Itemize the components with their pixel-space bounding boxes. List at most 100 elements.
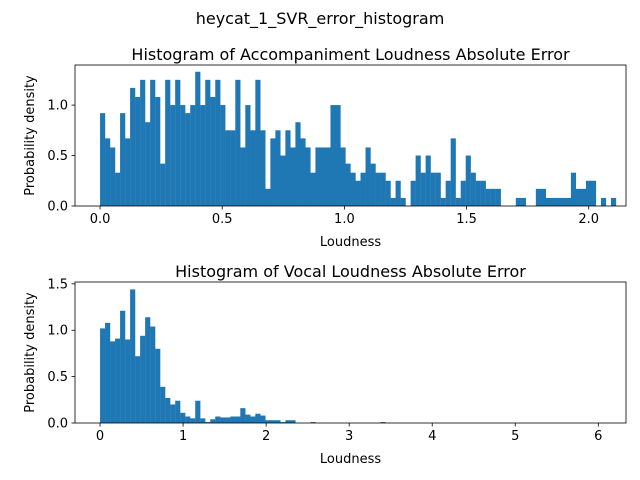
accompaniment-histogram-bar — [195, 71, 201, 206]
accompaniment-histogram-bar — [310, 172, 316, 206]
accompaniment-y-tick-label: 1.0 — [47, 99, 68, 114]
accompaniment-histogram-bar — [270, 138, 276, 206]
accompaniment-histogram-bar — [320, 147, 326, 206]
accompaniment-histogram-bar — [325, 147, 331, 206]
vocal-histogram-bar — [160, 386, 166, 423]
accompaniment-histogram-bar — [575, 188, 582, 206]
vocal-bars — [100, 289, 386, 423]
accompaniment-histogram-bar — [535, 188, 541, 206]
accompaniment-histogram-bar — [515, 197, 521, 206]
vocal-x-tick-label: 6 — [594, 429, 602, 444]
accompaniment-histogram-bar — [240, 147, 246, 206]
accompaniment-histogram-bar — [365, 147, 371, 206]
accompaniment-histogram-bar — [435, 172, 441, 206]
accompaniment-x-tick-label: 2.0 — [578, 212, 599, 227]
accompaniment-histogram-bar — [580, 188, 587, 206]
vocal-histogram-bar — [120, 310, 126, 423]
accompaniment-histogram-bar — [450, 138, 456, 206]
accompaniment-histogram-bar — [130, 87, 136, 206]
vocal-histogram-bar — [265, 420, 271, 423]
accompaniment-histogram-bar — [565, 197, 572, 206]
accompaniment-histogram-bar — [180, 105, 186, 206]
accompaniment-histogram-bar — [200, 105, 206, 206]
accompaniment-histogram-bar — [135, 96, 141, 206]
accompaniment-histogram-bar — [170, 105, 176, 206]
vocal-histogram-bar — [225, 417, 231, 423]
accompaniment-x-tick-label: 0.5 — [212, 212, 233, 227]
vocal-axes-frame — [74, 281, 627, 424]
vocal-y-tick-label: 1.0 — [47, 324, 68, 339]
accompaniment-x-tick-label: 1.0 — [334, 212, 355, 227]
vocal-y-tick-label: 0.0 — [47, 417, 68, 432]
accompaniment-bars — [100, 71, 617, 206]
accompaniment-histogram-bar — [475, 180, 481, 206]
vocal-histogram-bar — [115, 338, 121, 423]
accompaniment-histogram-bar — [275, 130, 281, 206]
vocal-x-tick-label: 1 — [179, 429, 187, 444]
accompaniment-histogram-bar — [410, 180, 416, 206]
accompaniment-histogram-bar — [175, 79, 181, 206]
accompaniment-histogram-bar — [155, 96, 161, 206]
accompaniment-histogram-bar — [355, 180, 361, 206]
vocal-histogram-bar — [105, 322, 111, 423]
accompaniment-histogram-bar — [470, 172, 476, 206]
accompaniment-histogram-bar — [370, 163, 376, 206]
accompaniment-histogram-bar — [255, 79, 261, 206]
accompaniment-histogram-bar — [440, 197, 446, 206]
accompaniment-histogram-bar — [465, 155, 471, 206]
accompaniment-histogram-bar — [230, 130, 236, 206]
accompaniment-y-tick-label: 0.0 — [47, 200, 68, 215]
accompaniment-histogram-bar — [305, 147, 311, 206]
vocal-histogram-bar — [140, 335, 146, 423]
accompaniment-histogram-bar — [185, 113, 191, 206]
vocal-histogram-bar — [200, 418, 206, 423]
accompaniment-histogram-bar — [420, 172, 426, 206]
accompaniment-x-tick-label: 1.5 — [456, 212, 477, 227]
accompaniment-histogram-bar — [105, 138, 111, 206]
accompaniment-plot-title: Histogram of Accompaniment Loudness Abso… — [131, 45, 570, 64]
accompaniment-histogram-bar — [295, 122, 301, 206]
vocal-histogram-bar — [155, 348, 161, 423]
vocal-x-tick-label: 4 — [428, 429, 436, 444]
accompaniment-y-tick-label: 0.5 — [47, 149, 68, 164]
accompaniment-histogram-bar — [550, 197, 557, 206]
vocal-histogram-bar — [290, 420, 296, 423]
accompaniment-histogram-bar — [190, 105, 196, 206]
accompaniment-histogram-bar — [205, 79, 211, 206]
accompaniment-histogram-bar — [570, 172, 577, 206]
accompaniment-histogram-bar — [160, 163, 166, 206]
accompaniment-histogram-bar — [260, 130, 266, 206]
accompaniment-histogram-bar — [215, 79, 221, 206]
vocal-x-tick-label: 5 — [511, 429, 519, 444]
vocal-histogram-bar — [180, 412, 186, 423]
vocal-histogram-bar — [195, 400, 201, 423]
vocal-histogram-bar — [280, 422, 286, 423]
accompaniment-histogram-bar — [380, 172, 386, 206]
accompaniment-histogram-bar — [265, 188, 271, 206]
figure-suptitle: heycat_1_SVR_error_histogram — [196, 9, 445, 29]
vocal-histogram-bar — [240, 408, 246, 423]
accompaniment-histogram-bar — [445, 180, 451, 206]
vocal-y-tick-label: 1.5 — [47, 277, 68, 292]
accompaniment-histogram-bar — [585, 180, 592, 206]
accompaniment-x-axis-label: Loudness — [320, 235, 381, 250]
accompaniment-histogram-bar — [220, 105, 226, 206]
accompaniment-histogram-bar — [245, 105, 251, 206]
accompaniment-ticks: 0.0 0.5 1.0 1.5 2.0 0.0 0.5 1.0 — [47, 99, 599, 227]
accompaniment-histogram-bar — [300, 138, 306, 206]
accompaniment-histogram-bar — [555, 197, 562, 206]
vocal-plot-title: Histogram of Vocal Loudness Absolute Err… — [175, 262, 526, 281]
vocal-histogram-bar — [255, 413, 261, 423]
accompaniment-histogram-bar — [610, 197, 617, 206]
accompaniment-histogram-bar — [385, 180, 391, 206]
vocal-histogram-bar — [235, 416, 241, 423]
vocal-histogram-bar — [185, 416, 191, 423]
accompaniment-y-axis-label: Probability density — [23, 75, 38, 196]
accompaniment-histogram-bar — [335, 105, 341, 206]
vocal-y-tick-label: 0.5 — [47, 370, 68, 385]
accompaniment-histogram-bar — [345, 163, 351, 206]
accompaniment-histogram-bar — [480, 180, 486, 206]
vocal-histogram-bar — [100, 328, 106, 423]
accompaniment-histogram-bar — [110, 147, 116, 206]
accompaniment-histogram-bar — [375, 172, 381, 206]
